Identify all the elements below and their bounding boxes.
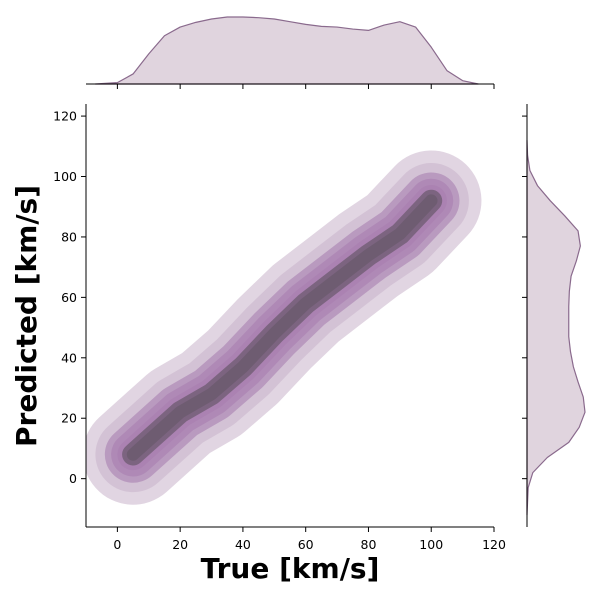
x-tick-label: 120	[482, 537, 506, 552]
y-axis-title: Predicted [km/s]	[10, 185, 43, 447]
kde-contours	[86, 150, 482, 505]
x-tick-label: 80	[361, 537, 377, 552]
marginal-x-density	[94, 16, 479, 85]
y-tick-label: 0	[69, 471, 77, 486]
x-tick-label: 0	[113, 537, 121, 552]
y-tick-label: 20	[61, 411, 77, 426]
kde-level-7	[126, 194, 438, 461]
marginal-x-plot	[86, 16, 495, 89]
y-tick-label: 40	[61, 350, 77, 365]
joint-plot-area: 0 20 40 60 80 100 120 0 20 40 60 80 100 120	[53, 104, 506, 552]
marginal-y-plot	[522, 104, 586, 527]
x-axis: 0 20 40 60 80 100 120	[86, 526, 506, 552]
y-tick-label: 100	[53, 169, 77, 184]
x-tick-label: 100	[419, 537, 443, 552]
x-tick-label: 20	[172, 537, 188, 552]
y-tick-label: 120	[53, 109, 77, 124]
y-tick-label: 80	[61, 229, 77, 244]
x-axis-title: True [km/s]	[201, 552, 380, 585]
x-tick-label: 40	[235, 537, 251, 552]
y-tick-label: 60	[61, 290, 77, 305]
x-tick-label: 60	[298, 537, 314, 552]
marginal-y-density	[526, 139, 586, 516]
y-axis: 0 20 40 60 80 100 120	[53, 104, 87, 527]
